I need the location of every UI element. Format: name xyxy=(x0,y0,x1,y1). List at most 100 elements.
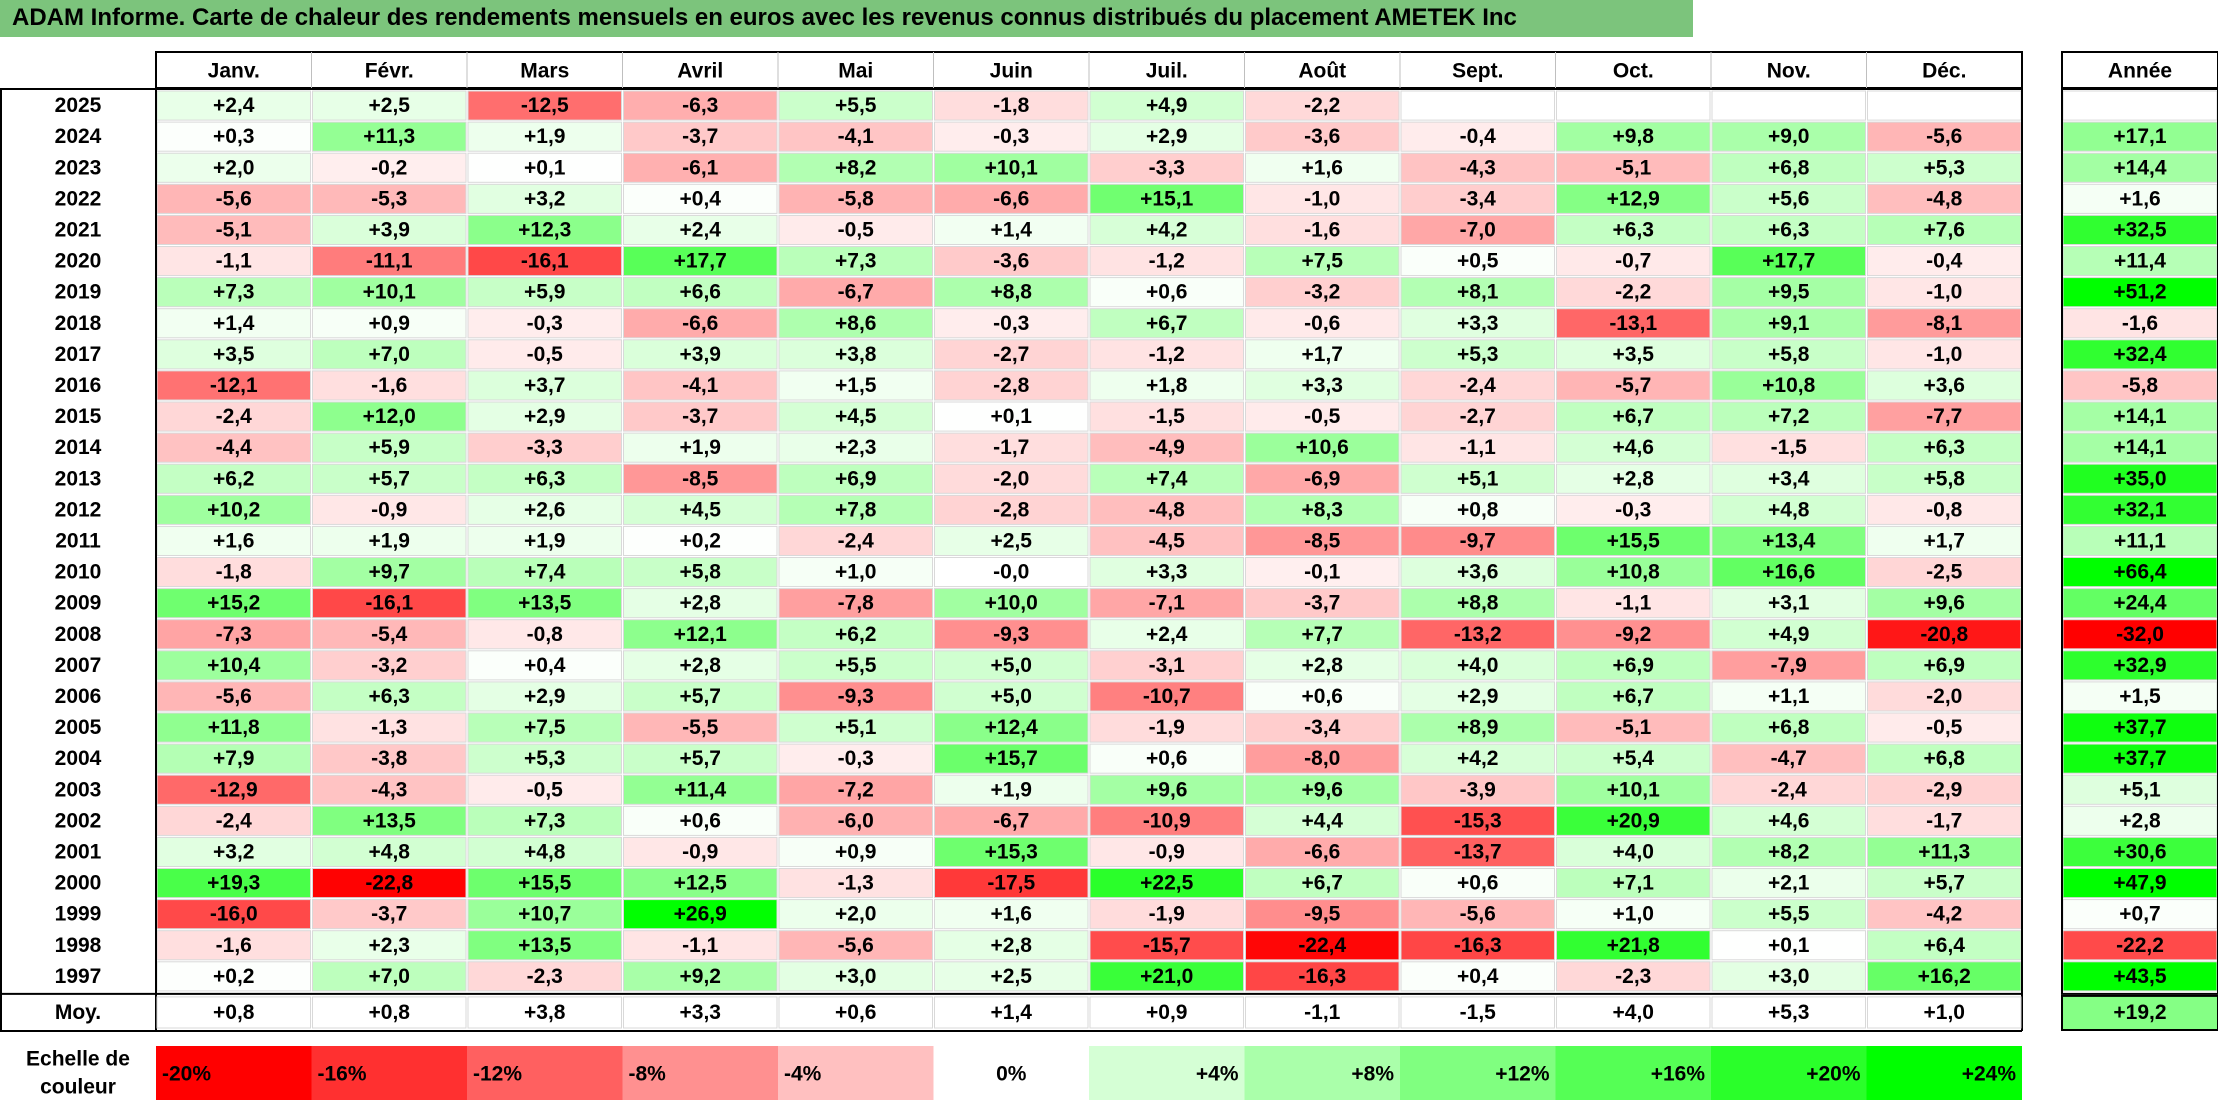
average-value: +0,8 xyxy=(369,1001,411,1024)
heatmap-cell xyxy=(156,214,311,245)
month-header-1: Janv. xyxy=(208,60,260,83)
year-label: 2019 xyxy=(55,281,102,304)
heatmap-cell xyxy=(623,308,778,339)
heatmap-cell xyxy=(1089,339,1244,370)
heatmap-cell xyxy=(1867,930,2022,961)
annual-cell xyxy=(2062,557,2218,588)
cell-value: -6,7 xyxy=(993,809,1029,832)
cell-value: +12,5 xyxy=(674,872,727,895)
cell-value: +1,4 xyxy=(213,312,255,335)
cell-value: +2,4 xyxy=(213,94,255,117)
heatmap-cell xyxy=(1089,494,1244,525)
cell-value: -9,5 xyxy=(1304,903,1341,926)
scale-swatch xyxy=(1089,1046,1245,1100)
annual-value: +5,1 xyxy=(2119,778,2161,801)
cell-value: +2,8 xyxy=(1302,654,1344,677)
cell-value: +8,9 xyxy=(1457,716,1498,739)
cell-value: +8,3 xyxy=(1302,498,1343,521)
heatmap-cell xyxy=(1556,930,1711,961)
cell-value: +0,6 xyxy=(1457,872,1498,895)
annual-cell xyxy=(2062,277,2218,308)
cell-value: +10,2 xyxy=(207,498,260,521)
heatmap-cell xyxy=(778,463,933,494)
heatmap-cell xyxy=(1400,619,1555,650)
scale-label: +24% xyxy=(1962,1063,2017,1086)
heatmap-cell xyxy=(1400,712,1555,743)
cell-value: -9,3 xyxy=(838,685,874,708)
heatmap-cell xyxy=(623,494,778,525)
cell-value: +0,1 xyxy=(991,405,1033,428)
cell-value: +4,6 xyxy=(1613,436,1654,459)
heatmap-cell xyxy=(1089,183,1244,214)
heatmap-cell xyxy=(156,805,311,836)
cell-value: +0,5 xyxy=(1457,250,1499,273)
heatmap-cell xyxy=(312,836,467,868)
cell-value: -2,7 xyxy=(993,343,1029,366)
heatmap-cell xyxy=(623,650,778,681)
cell-value: +1,5 xyxy=(835,374,877,397)
heatmap-cell xyxy=(778,214,933,245)
cell-value: +6,9 xyxy=(835,467,876,490)
average-cell xyxy=(1245,996,1400,1029)
heatmap-cell xyxy=(934,743,1089,774)
heatmap-cell xyxy=(1711,588,1866,619)
heatmap-cell xyxy=(156,961,311,992)
heatmap-cell xyxy=(1400,743,1555,774)
heatmap-cell xyxy=(1089,930,1244,961)
heatmap-cell xyxy=(1400,774,1555,805)
heatmap-cell xyxy=(467,743,622,774)
annual-cell xyxy=(2062,339,2218,370)
cell-value: +2,8 xyxy=(1613,467,1655,490)
heatmap-cell xyxy=(623,619,778,650)
cell-value: +7,0 xyxy=(369,965,410,988)
heatmap-cell xyxy=(1711,277,1866,308)
annual-value: +37,7 xyxy=(2113,747,2166,770)
year-label: 2004 xyxy=(55,747,102,770)
cell-value: +0,8 xyxy=(1457,498,1499,521)
heatmap-cell xyxy=(1400,961,1555,992)
cell-value: -5,8 xyxy=(838,187,875,210)
scale-swatch xyxy=(1555,1046,1711,1100)
cell-value: +5,5 xyxy=(835,94,877,117)
heatmap-cell xyxy=(1711,370,1866,401)
heatmap-cell xyxy=(934,868,1089,899)
heatmap-cell xyxy=(156,774,311,805)
annual-value: +14,1 xyxy=(2113,436,2166,459)
cell-value: +0,4 xyxy=(1457,965,1499,988)
cell-value: -2,4 xyxy=(216,809,253,832)
heatmap-cell xyxy=(1245,899,1400,930)
cell-value: -7,0 xyxy=(1460,218,1496,241)
heatmap-cell xyxy=(778,774,933,805)
cell-value: +7,0 xyxy=(369,343,410,366)
heatmap-cell xyxy=(1711,899,1866,930)
cell-value: +19,3 xyxy=(207,872,260,895)
cell-value: -3,4 xyxy=(1460,187,1497,210)
heatmap-cell xyxy=(312,308,467,339)
heatmap-cell xyxy=(1711,619,1866,650)
year-label: 2013 xyxy=(55,467,102,490)
cell-value: +10,0 xyxy=(985,592,1038,615)
heatmap-cell xyxy=(778,277,933,308)
cell-value: -2,8 xyxy=(993,374,1030,397)
cell-value: -5,7 xyxy=(1615,374,1651,397)
heatmap-cell xyxy=(934,650,1089,681)
heatmap-cell xyxy=(312,930,467,961)
cell-value: +1,7 xyxy=(1302,343,1343,366)
cell-value: -0,5 xyxy=(527,343,564,366)
cell-value: -0,3 xyxy=(527,312,563,335)
year-label: 2009 xyxy=(55,592,102,615)
cell-value: -1,1 xyxy=(216,250,253,273)
heatmap-cell xyxy=(467,557,622,588)
heatmap-cell xyxy=(312,619,467,650)
heatmap-cell xyxy=(1245,494,1400,525)
cell-value: -3,2 xyxy=(371,654,407,677)
heatmap-cell xyxy=(934,90,1089,121)
heatmap-cell xyxy=(312,401,467,432)
cell-value: +1,9 xyxy=(991,778,1032,801)
heatmap-cell xyxy=(1089,961,1244,992)
heatmap-cell xyxy=(1711,121,1866,152)
heatmap-cell xyxy=(156,339,311,370)
heatmap-cell xyxy=(1089,401,1244,432)
cell-value: -12,5 xyxy=(521,94,569,117)
heatmap-cell xyxy=(934,930,1089,961)
